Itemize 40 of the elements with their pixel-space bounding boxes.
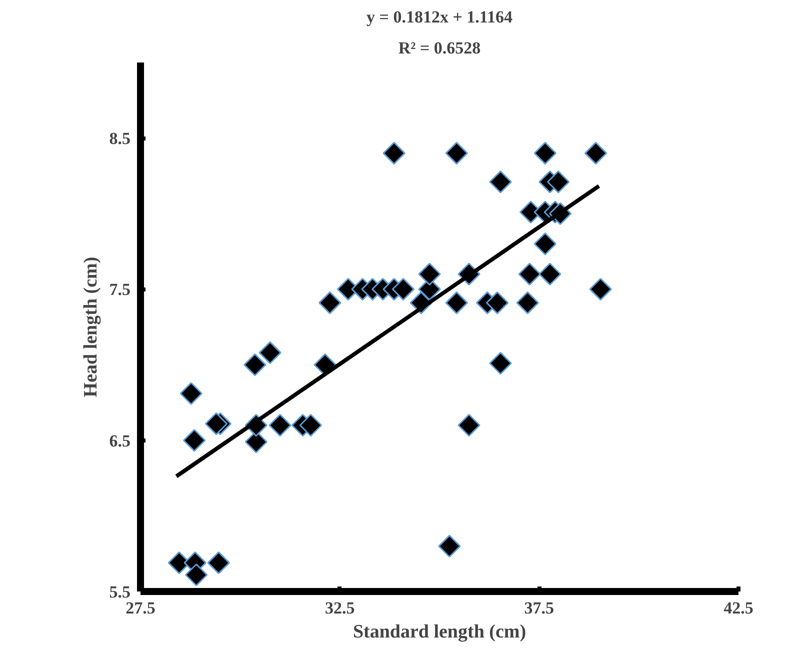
point — [546, 170, 570, 194]
point — [438, 534, 461, 558]
point — [458, 414, 480, 437]
point — [534, 232, 557, 256]
point — [418, 262, 441, 286]
point — [258, 341, 282, 364]
y-tick-label: 6.5 — [109, 431, 130, 450]
point — [268, 414, 292, 437]
x-tick-label: 27.5 — [126, 598, 156, 618]
point — [382, 142, 406, 165]
point — [489, 352, 512, 375]
point — [445, 291, 468, 314]
y-tick-label: 5.5 — [109, 582, 130, 602]
point — [182, 429, 206, 452]
y-axis-title: Head length (cm) — [80, 256, 102, 398]
point — [318, 291, 342, 314]
point — [534, 142, 557, 165]
point — [207, 551, 230, 574]
y-tick-label: 8.5 — [109, 129, 130, 148]
text: R² = 0.6528 — [398, 38, 481, 58]
point — [180, 382, 202, 405]
point — [516, 291, 539, 314]
point — [392, 278, 415, 301]
x-axis-title: Standard length (cm) — [352, 622, 526, 642]
point — [584, 142, 608, 165]
point — [486, 291, 509, 314]
x-tick-label: 37.5 — [524, 598, 554, 618]
point — [518, 262, 541, 286]
point — [184, 564, 208, 586]
y-tick-label: 7.5 — [109, 280, 130, 300]
point — [489, 170, 512, 194]
point — [589, 278, 612, 301]
point — [244, 353, 266, 376]
point — [204, 412, 228, 436]
text: y = 0.1812x + 1.1164 — [366, 8, 513, 26]
point — [299, 414, 322, 437]
x-tick-label: 42.5 — [724, 598, 754, 618]
point — [445, 142, 468, 165]
point — [538, 262, 562, 286]
x-tick-label: 32.5 — [324, 598, 355, 618]
